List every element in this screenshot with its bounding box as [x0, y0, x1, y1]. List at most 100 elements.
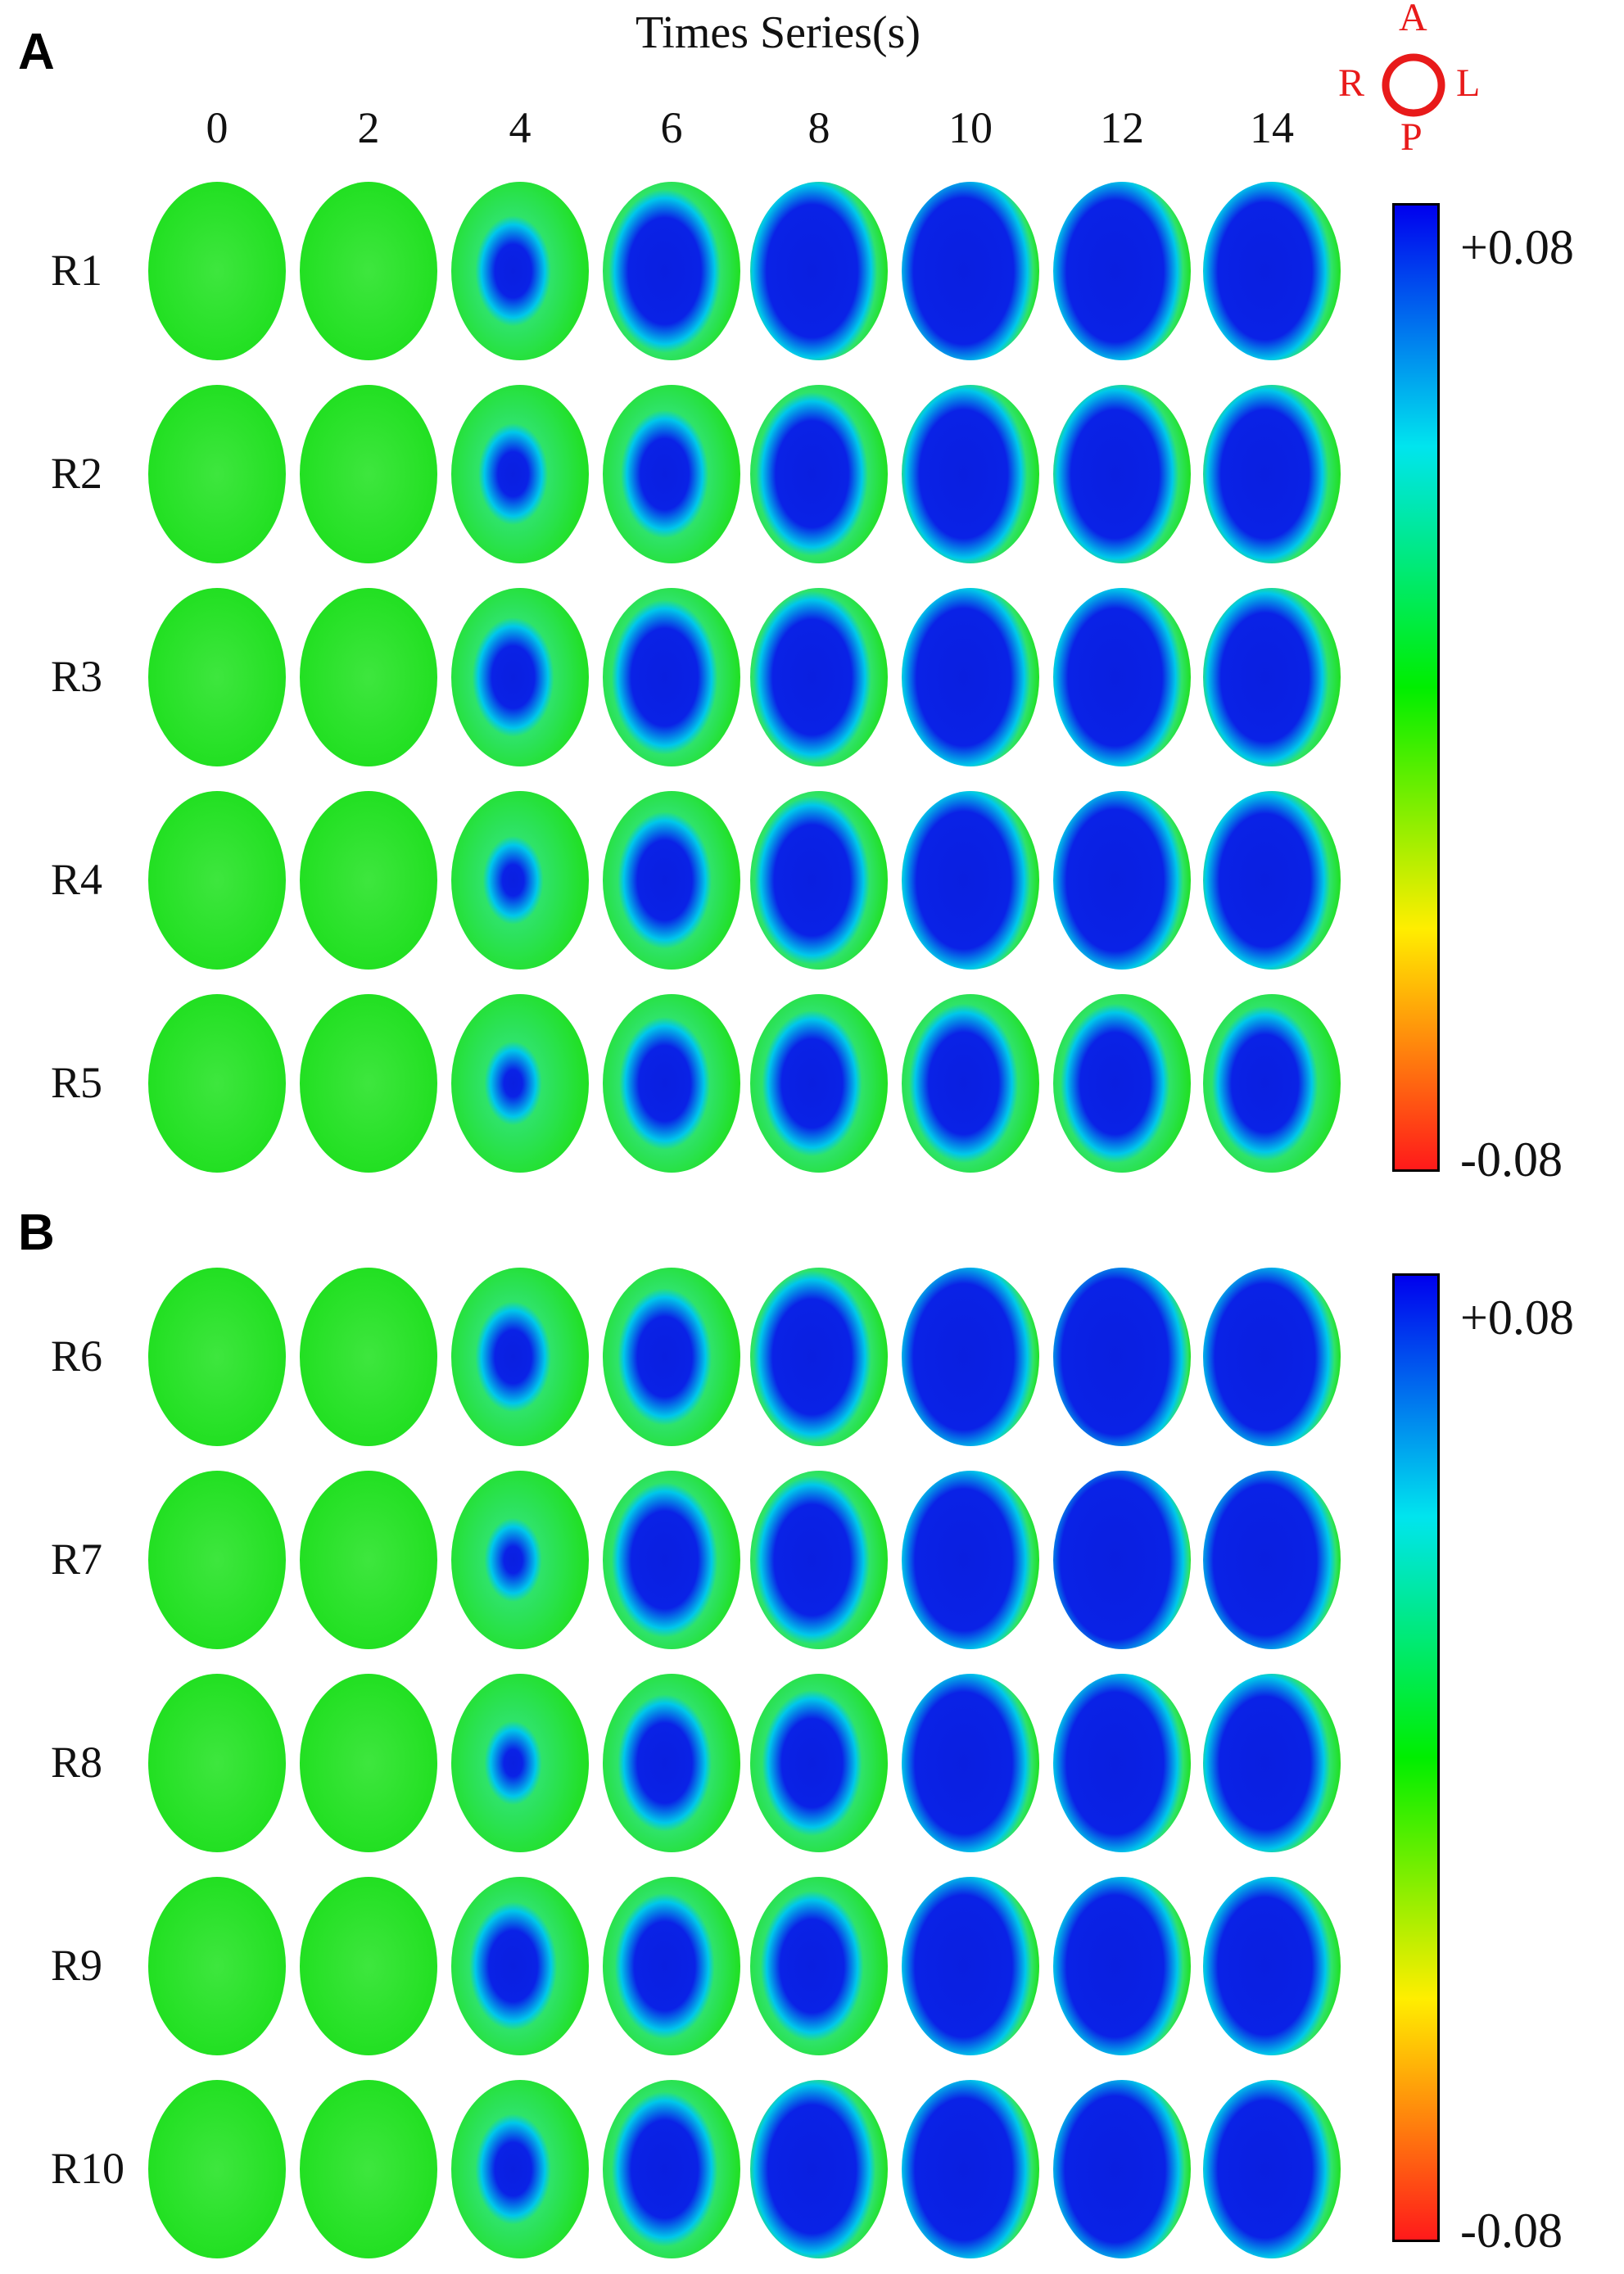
orientation-indicator: A R L P	[1327, 0, 1491, 159]
topographic-map	[1053, 182, 1191, 360]
topographic-map	[300, 791, 437, 970]
topographic-map	[902, 1268, 1039, 1446]
topographic-map	[300, 1877, 437, 2055]
topographic-map	[750, 2080, 888, 2258]
topographic-map	[148, 1268, 286, 1446]
topographic-map	[451, 1268, 589, 1446]
topographic-map	[750, 1877, 888, 2055]
topographic-map	[603, 1268, 740, 1446]
time-tick-label: 14	[1250, 103, 1294, 152]
topographic-map	[1053, 1674, 1191, 1852]
topographic-map	[148, 791, 286, 970]
topographic-map	[451, 1877, 589, 2055]
topographic-map	[603, 791, 740, 970]
topographic-map	[603, 385, 740, 563]
topographic-map	[300, 2080, 437, 2258]
topographic-map	[1203, 1268, 1341, 1446]
topographic-map	[451, 1471, 589, 1649]
time-tick-label: 6	[660, 103, 683, 152]
row-label: R1	[51, 246, 103, 295]
time-tick-label: 10	[948, 103, 993, 152]
orientation-left: L	[1456, 61, 1481, 105]
topographic-map	[902, 1877, 1039, 2055]
topographic-map	[148, 994, 286, 1173]
topographic-map	[451, 791, 589, 970]
topographic-map	[451, 2080, 589, 2258]
panel-letter-b: B	[18, 1205, 55, 1261]
orientation-anterior: A	[1399, 0, 1427, 39]
topographic-map	[451, 182, 589, 360]
topographic-map	[1053, 588, 1191, 766]
row-label: R5	[51, 1058, 103, 1107]
topographic-map	[902, 385, 1039, 563]
topographic-map	[1053, 1471, 1191, 1649]
colorbar-a-max-label: +0.08	[1460, 220, 1574, 274]
panel-letter-a: A	[18, 24, 55, 80]
colorbar-a	[1392, 203, 1440, 1172]
topographic-map	[902, 1471, 1039, 1649]
topographic-map	[603, 182, 740, 360]
topographic-map	[603, 2080, 740, 2258]
colorbar-a-min-label: -0.08	[1460, 1132, 1563, 1187]
topographic-map	[148, 1471, 286, 1649]
topographic-map	[603, 1674, 740, 1852]
orientation-right: R	[1338, 61, 1365, 105]
topographic-map	[1203, 2080, 1341, 2258]
topographic-map	[300, 385, 437, 563]
topographic-map	[300, 1674, 437, 1852]
topographic-map	[1053, 1877, 1191, 2055]
topographic-map	[902, 994, 1039, 1173]
topographic-map	[300, 1471, 437, 1649]
orientation-ring-icon	[1382, 53, 1445, 117]
topographic-map	[750, 182, 888, 360]
topographic-map	[451, 588, 589, 766]
colorbar-b-min-label: -0.08	[1460, 2204, 1563, 2258]
colorbar-b-max-label: +0.08	[1460, 1291, 1574, 1345]
row-label: R4	[51, 855, 103, 904]
topographic-map	[1203, 385, 1341, 563]
topographic-map	[902, 588, 1039, 766]
row-label: R7	[51, 1535, 103, 1584]
topographic-map	[750, 385, 888, 563]
topographic-map	[148, 2080, 286, 2258]
orientation-posterior: P	[1400, 115, 1423, 159]
topographic-map	[1053, 2080, 1191, 2258]
topographic-map	[148, 182, 286, 360]
row-label: R3	[51, 652, 103, 701]
topographic-map	[1203, 1674, 1341, 1852]
topographic-map	[148, 1877, 286, 2055]
topographic-map	[1053, 385, 1191, 563]
topographic-map	[902, 2080, 1039, 2258]
topographic-map	[451, 994, 589, 1173]
topographic-map	[1203, 1877, 1341, 2055]
row-label: R8	[51, 1738, 103, 1787]
topographic-map	[603, 588, 740, 766]
topographic-map	[300, 588, 437, 766]
topographic-map	[902, 182, 1039, 360]
topographic-map	[603, 1471, 740, 1649]
topographic-map	[603, 994, 740, 1173]
topographic-map	[148, 385, 286, 563]
topographic-map	[750, 588, 888, 766]
time-tick-label: 2	[357, 103, 380, 152]
topographic-map	[451, 1674, 589, 1852]
topographic-map	[902, 1674, 1039, 1852]
time-tick-label: 4	[509, 103, 532, 152]
row-label: R6	[51, 1331, 103, 1381]
topographic-map	[750, 1471, 888, 1649]
colorbar-b	[1392, 1273, 1440, 2242]
topographic-map	[1203, 588, 1341, 766]
x-axis-title: Times Series(s)	[636, 7, 921, 58]
time-tick-label: 12	[1100, 103, 1144, 152]
row-label: R9	[51, 1941, 103, 1990]
topographic-map	[148, 1674, 286, 1852]
row-label: R10	[51, 2144, 125, 2193]
topographic-map	[603, 1877, 740, 2055]
topographic-map	[1053, 1268, 1191, 1446]
time-tick-label: 0	[206, 103, 228, 152]
topographic-map	[1053, 994, 1191, 1173]
topographic-map	[300, 1268, 437, 1446]
topographic-map	[300, 182, 437, 360]
time-tick-label: 8	[807, 103, 830, 152]
topographic-map	[750, 1674, 888, 1852]
